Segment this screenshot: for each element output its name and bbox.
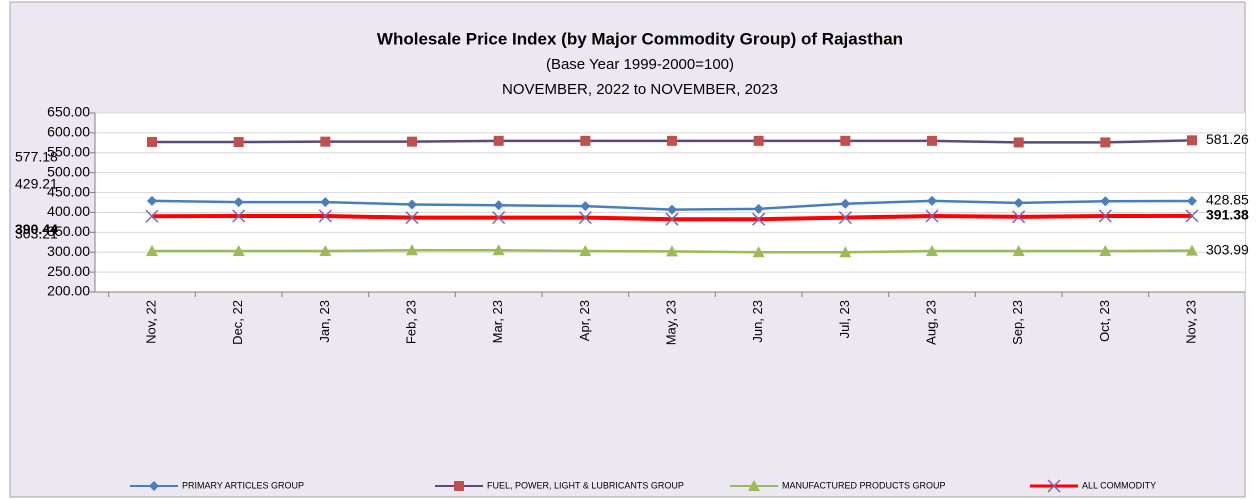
series-marker bbox=[319, 245, 332, 257]
series-marker bbox=[1013, 137, 1024, 148]
series-marker bbox=[838, 211, 852, 225]
legend-marker bbox=[748, 480, 760, 491]
y-tick-label: 450.00 bbox=[47, 183, 90, 199]
x-tick-label: Jul, 23 bbox=[837, 300, 852, 338]
series-marker bbox=[406, 244, 418, 256]
data-label: 429.21 bbox=[15, 176, 58, 192]
series-marker bbox=[1012, 245, 1025, 257]
series-marker bbox=[1100, 196, 1111, 207]
series-marker bbox=[147, 195, 157, 206]
series-marker bbox=[666, 245, 678, 257]
y-tick-label: 600.00 bbox=[47, 124, 90, 140]
series-marker bbox=[147, 136, 157, 147]
series-marker bbox=[578, 211, 592, 225]
series-marker bbox=[1012, 210, 1026, 224]
y-tick-label: 400.00 bbox=[47, 203, 90, 219]
x-tick-label: Mar, 23 bbox=[490, 300, 505, 343]
x-tick-label: Nov, 22 bbox=[143, 300, 158, 344]
chart-title: Wholesale Price Index (by Major Commodit… bbox=[377, 29, 903, 48]
series-marker bbox=[145, 209, 159, 223]
x-tick-label: Apr, 23 bbox=[577, 300, 592, 341]
y-tick-label: 200.00 bbox=[47, 283, 90, 299]
series-marker bbox=[580, 135, 591, 146]
data-label: 303.21 bbox=[15, 226, 58, 242]
series-marker bbox=[839, 246, 852, 258]
series-marker bbox=[926, 245, 938, 257]
x-tick-label: Sep, 23 bbox=[1010, 300, 1025, 345]
y-tick-label: 350.00 bbox=[47, 223, 90, 239]
series-marker bbox=[232, 245, 245, 257]
x-tick-label: Jan, 23 bbox=[317, 300, 332, 343]
series-marker bbox=[493, 135, 504, 146]
series-marker bbox=[1186, 244, 1198, 256]
series-marker bbox=[753, 203, 764, 214]
series-marker bbox=[1098, 209, 1112, 223]
series-marker bbox=[667, 204, 677, 215]
y-tick-label: 500.00 bbox=[47, 163, 90, 179]
series-marker bbox=[405, 211, 419, 225]
legend-label: MANUFACTURED PRODUCTS GROUP bbox=[782, 480, 946, 490]
legend-marker bbox=[1047, 479, 1061, 493]
series-marker bbox=[927, 195, 937, 206]
x-tick-label: Nov, 23 bbox=[1183, 300, 1198, 344]
series-marker bbox=[318, 209, 332, 223]
legend-marker bbox=[454, 481, 464, 491]
series-marker bbox=[233, 197, 244, 208]
y-tick-label: 550.00 bbox=[47, 143, 90, 159]
series-marker bbox=[1185, 209, 1199, 223]
x-tick-label: Oct, 23 bbox=[1097, 300, 1112, 342]
series-marker bbox=[320, 197, 331, 208]
data-label: 577.18 bbox=[15, 149, 58, 165]
chart-subtitle: (Base Year 1999-2000=100) bbox=[546, 56, 734, 73]
series-marker bbox=[1187, 195, 1197, 206]
series-marker bbox=[753, 135, 764, 146]
series-marker bbox=[1013, 197, 1024, 208]
series-marker bbox=[232, 209, 246, 223]
series-marker bbox=[407, 199, 417, 210]
legend-label: ALL COMMODITY bbox=[1082, 480, 1156, 490]
series-marker bbox=[493, 200, 504, 211]
y-tick-label: 650.00 bbox=[47, 104, 90, 120]
series-marker bbox=[579, 245, 592, 257]
data-label: 428.85 bbox=[1206, 192, 1249, 208]
legend-marker bbox=[149, 481, 159, 491]
legend-label: PRIMARY ARTICLES GROUP bbox=[182, 480, 304, 490]
x-tick-label: Jun, 23 bbox=[750, 300, 765, 343]
series-marker bbox=[927, 135, 937, 146]
y-tick-label: 300.00 bbox=[47, 243, 90, 259]
series-marker bbox=[407, 136, 417, 147]
series-marker bbox=[492, 211, 506, 225]
chart-period: NOVEMBER, 2022 to NOVEMBER, 2023 bbox=[502, 81, 778, 98]
x-tick-label: Dec, 22 bbox=[230, 300, 245, 345]
x-tick-label: May, 23 bbox=[663, 300, 678, 345]
series-marker bbox=[752, 246, 765, 258]
data-label: 581.26 bbox=[1206, 131, 1249, 147]
series-marker bbox=[925, 209, 939, 223]
series-marker bbox=[580, 201, 591, 212]
data-label: 390.44 bbox=[15, 221, 58, 237]
series-marker bbox=[667, 135, 677, 146]
legend-label: FUEL, POWER, LIGHT & LUBRICANTS GROUP bbox=[487, 480, 684, 490]
series-marker bbox=[1100, 137, 1111, 148]
x-tick-label: Aug, 23 bbox=[923, 300, 938, 345]
series-marker bbox=[840, 135, 851, 146]
series-marker bbox=[665, 212, 679, 226]
data-label: 303.99 bbox=[1206, 241, 1249, 257]
series-marker bbox=[1099, 245, 1112, 257]
series-marker bbox=[752, 212, 766, 226]
data-label: 391.38 bbox=[1206, 207, 1249, 223]
series-marker bbox=[492, 244, 505, 256]
y-tick-label: 250.00 bbox=[47, 263, 90, 279]
series-marker bbox=[1187, 135, 1197, 146]
series-marker bbox=[840, 198, 851, 209]
series-marker bbox=[146, 244, 158, 256]
x-tick-label: Feb, 23 bbox=[403, 300, 418, 344]
series-marker bbox=[233, 137, 244, 148]
series-marker bbox=[320, 136, 331, 147]
